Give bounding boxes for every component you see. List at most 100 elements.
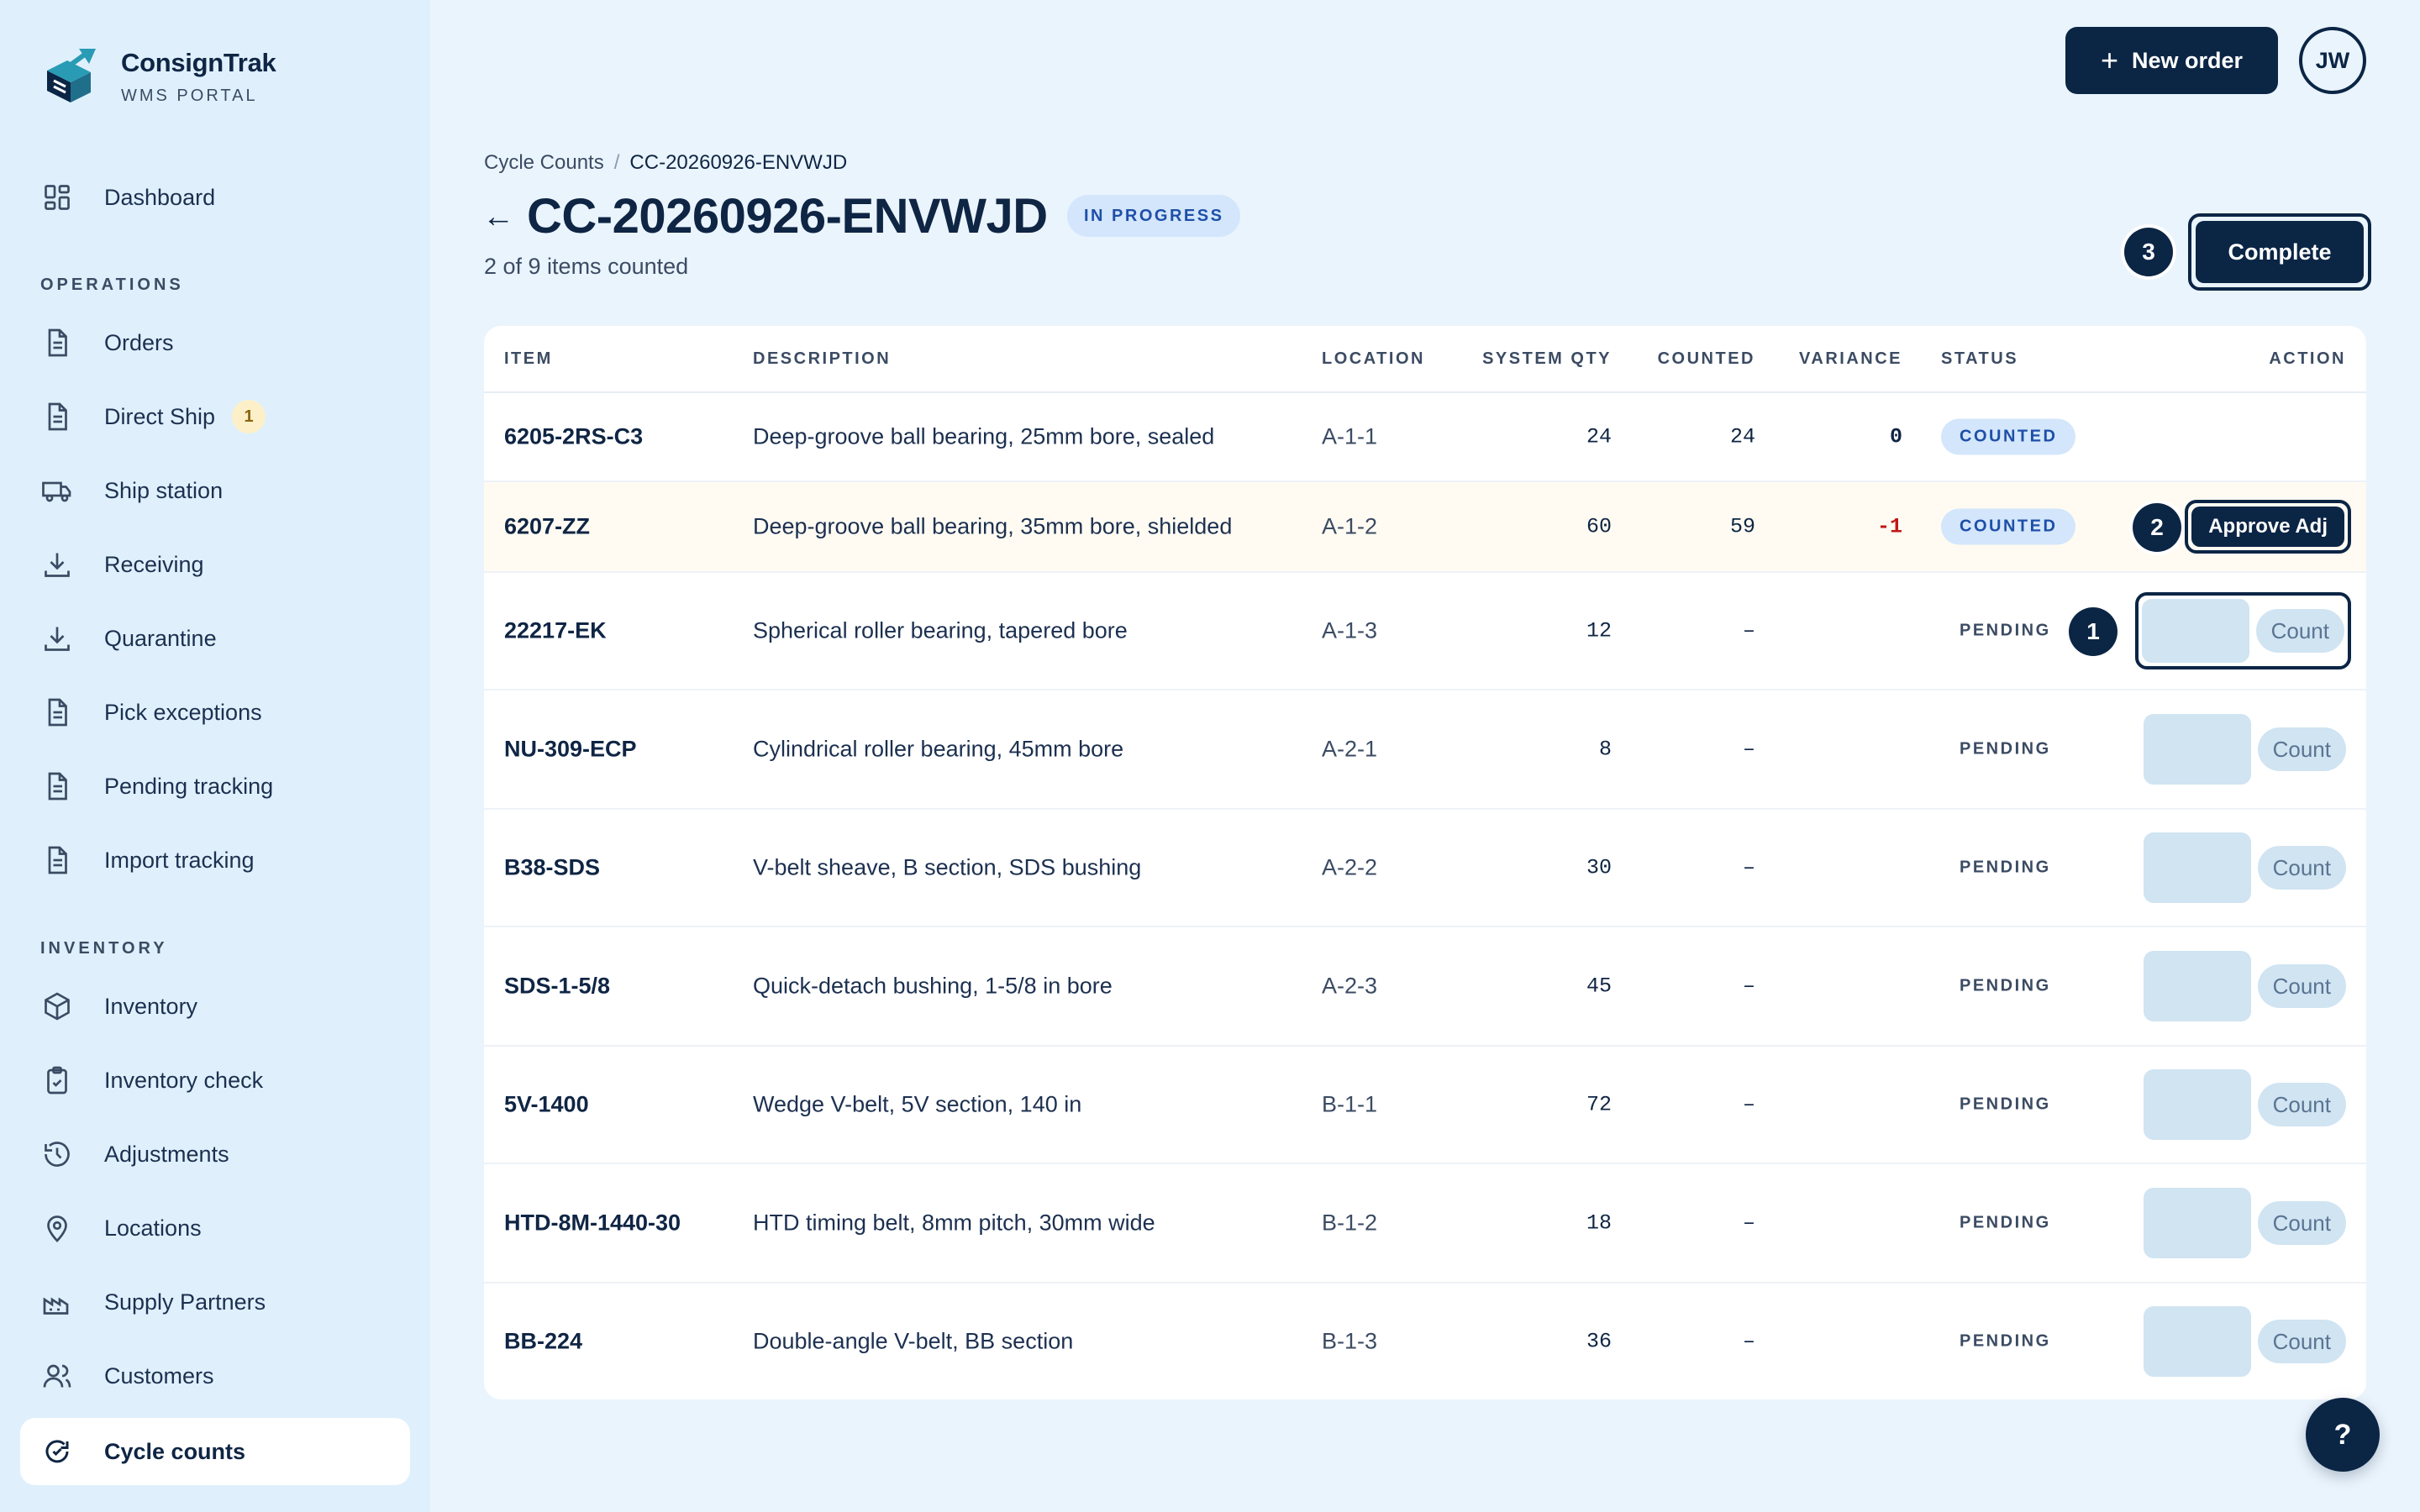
step-marker-3: 3 [2124,228,2173,276]
table-row: B38-SDS V-belt sheave, B section, SDS bu… [484,810,2366,927]
sidebar-item-inventory-check[interactable]: Inventory check [20,1047,410,1114]
status-badge: PENDING [1960,1095,2051,1114]
count-button[interactable]: Count [2257,1320,2346,1363]
approve-adjustment-wrapper: Approve Adj [2185,500,2351,554]
item-description: Deep-groove ball bearing, 35mm bore, shi… [753,513,1233,539]
count-button[interactable]: Count [2257,727,2346,771]
status-badge: PENDING [1960,976,2051,995]
sidebar-item-import-tracking[interactable]: Import tracking [20,827,410,894]
count-input[interactable] [2143,1069,2251,1140]
count-button[interactable]: Count [2257,846,2346,890]
system-qty: 8 [1598,737,1612,762]
breadcrumb-cycle-counts[interactable]: Cycle Counts [484,151,604,174]
count-input[interactable] [2143,714,2251,785]
sidebar-item-dashboard[interactable]: Dashboard [20,164,410,231]
box-icon [42,991,72,1021]
status-badge: PENDING [1960,739,2051,759]
table-row: BB-224 Double-angle V-belt, BB section B… [484,1284,2366,1399]
item-sku[interactable]: 6205-2RS-C3 [504,423,644,449]
column-header-status: STATUS [1941,349,2019,368]
sidebar-item-pick-exceptions[interactable]: Pick exceptions [20,679,410,746]
document-icon [42,771,72,801]
brand-name: ConsignTrak [121,47,276,77]
approve-adjustment-button[interactable]: Approve Adj [2191,507,2344,547]
system-qty: 24 [1586,424,1612,449]
row-status: PENDING [1941,1324,2070,1360]
item-description: Wedge V-belt, 5V section, 140 in [753,1091,1082,1117]
system-qty: 72 [1586,1092,1612,1117]
sidebar-item-label: Supply Partners [104,1289,266,1315]
count-button[interactable]: Count [2257,964,2346,1008]
item-description: V-belt sheave, B section, SDS bushing [753,854,1142,880]
sidebar-item-quarantine[interactable]: Quarantine [20,605,410,672]
count-input[interactable] [2141,599,2249,663]
system-qty: 18 [1586,1210,1612,1236]
count-button[interactable]: Count [2257,1201,2346,1245]
complete-label: Complete [2196,221,2364,283]
counted-qty: – [1742,855,1755,880]
sidebar-item-supply-partners[interactable]: Supply Partners [20,1268,410,1336]
count-button[interactable]: Count [2255,609,2344,653]
system-qty: 36 [1586,1329,1612,1354]
status-badge: COUNTED [1941,508,2076,545]
status-badge: PENDING [1960,1213,2051,1232]
count-input[interactable] [2143,951,2251,1021]
sidebar-item-pending-tracking[interactable]: Pending tracking [20,753,410,820]
count-control: Count [2143,1306,2346,1377]
sidebar-item-receiving[interactable]: Receiving [20,531,410,598]
count-control: Count [2143,1069,2346,1140]
complete-button[interactable]: Complete [2188,213,2371,291]
sidebar-item-ship-station[interactable]: Ship station [20,457,410,524]
download-icon [42,623,72,654]
count-button[interactable]: Count [2257,1083,2346,1126]
dashboard-icon [42,182,72,213]
count-input[interactable] [2143,1306,2251,1377]
table-row: 22217-EK Spherical roller bearing, taper… [484,573,2366,690]
back-arrow-icon[interactable]: ← [482,199,514,234]
count-control: Count [2143,832,2346,903]
factory-icon [42,1287,72,1317]
count-control: Count [2143,714,2346,785]
count-input[interactable] [2143,1188,2251,1258]
item-sku[interactable]: NU-309-ECP [504,736,637,762]
item-location: B-1-3 [1322,1328,1378,1354]
item-sku[interactable]: BB-224 [504,1328,583,1354]
sidebar-item-label: Receiving [104,551,204,577]
avatar[interactable]: JW [2299,27,2366,94]
sidebar-item-label: Pick exceptions [104,699,262,725]
help-button[interactable]: ? [2306,1398,2380,1472]
counted-qty: 24 [1729,424,1755,449]
item-location: A-2-1 [1322,736,1378,762]
sidebar-item-cycle-counts[interactable]: Cycle counts [20,1418,410,1485]
item-sku[interactable]: 6207-ZZ [504,513,591,539]
sidebar-item-label: Cycle counts [104,1438,246,1464]
item-location: A-1-1 [1322,423,1378,449]
nav-section-operations: OPERATIONS [40,276,184,294]
status-badge: PENDING [1960,621,2051,640]
item-description: Quick-detach bushing, 1-5/8 in bore [753,973,1113,999]
sidebar-item-label: Direct Ship [104,403,216,429]
count-input[interactable] [2143,832,2251,903]
sidebar-item-inventory[interactable]: Inventory [20,973,410,1040]
new-order-label: New order [2131,47,2244,73]
system-qty: 12 [1586,618,1612,643]
sidebar-item-adjustments[interactable]: Adjustments [20,1121,410,1188]
item-sku[interactable]: SDS-1-5/8 [504,973,611,999]
item-sku[interactable]: 22217-EK [504,617,607,643]
item-sku[interactable]: 5V-1400 [504,1091,589,1117]
column-header-counted: COUNTED [1657,349,1755,368]
item-sku[interactable]: B38-SDS [504,854,601,880]
table-row: 5V-1400 Wedge V-belt, 5V section, 140 in… [484,1047,2366,1164]
item-sku[interactable]: HTD-8M-1440-30 [504,1210,681,1236]
item-description: Cylindrical roller bearing, 45mm bore [753,736,1124,762]
sidebar-item-locations[interactable]: Locations [20,1194,410,1262]
sidebar-item-customers[interactable]: Customers [20,1342,410,1410]
brand[interactable]: ConsignTrak WMS PORTAL [42,47,276,106]
items-counted-summary: 2 of 9 items counted [484,254,689,279]
sidebar-item-orders[interactable]: Orders [20,309,410,376]
new-order-button[interactable]: + New order [2065,27,2278,94]
sidebar-item-direct-ship[interactable]: Direct Ship 1 [20,383,410,450]
status-badge: IN PROGRESS [1067,195,1241,237]
table-row: HTD-8M-1440-30 HTD timing belt, 8mm pitc… [484,1164,2366,1284]
system-qty: 45 [1586,974,1612,999]
